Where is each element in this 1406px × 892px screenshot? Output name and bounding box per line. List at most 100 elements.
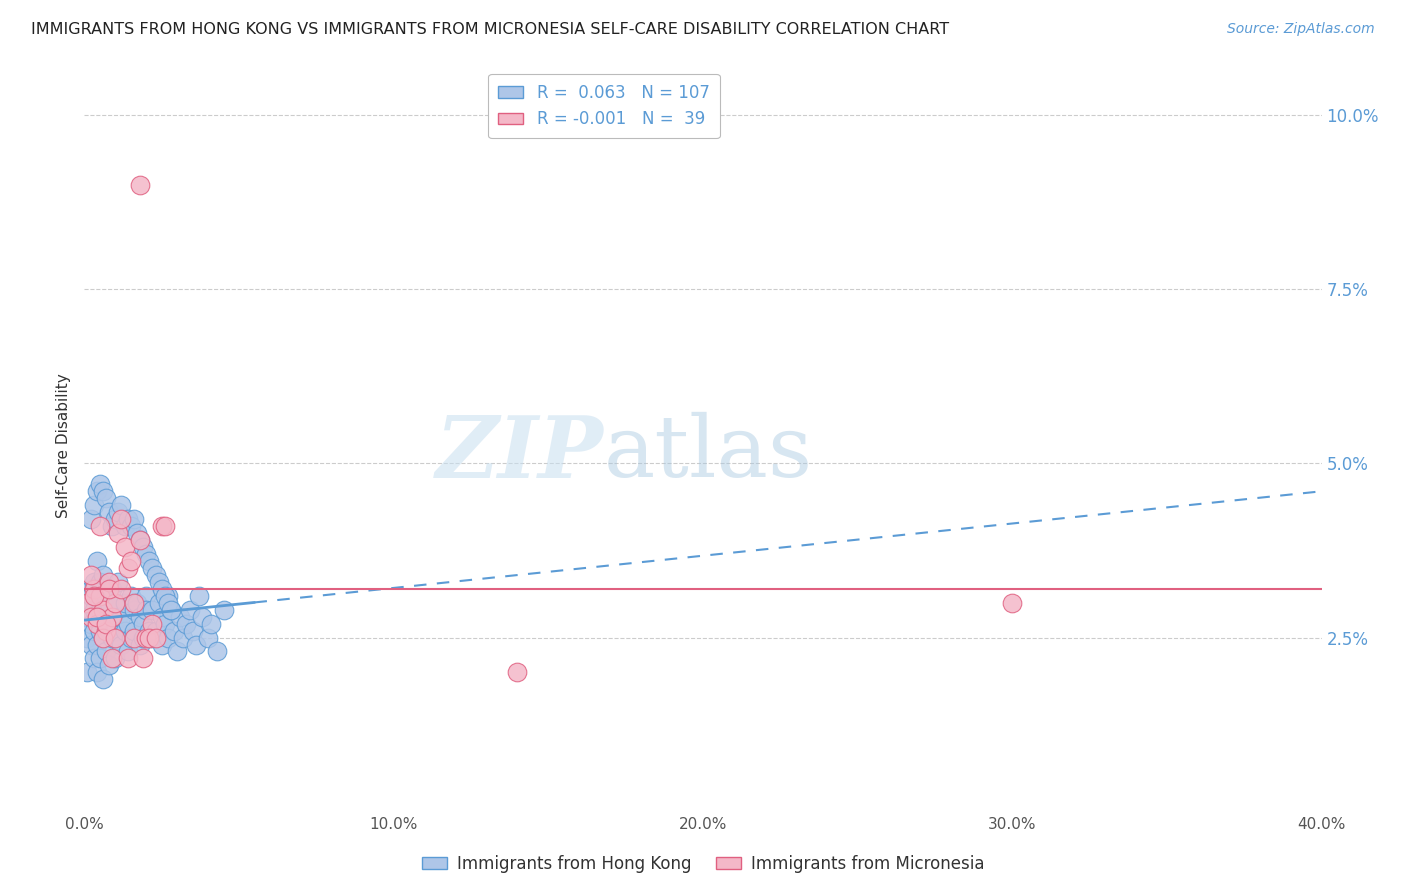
Point <box>104 596 127 610</box>
Point <box>200 616 222 631</box>
Point <box>86 665 108 680</box>
Point <box>79 589 101 603</box>
Point <box>153 589 176 603</box>
Point <box>148 596 170 610</box>
Point <box>101 631 124 645</box>
Point <box>79 638 101 652</box>
Point <box>76 596 98 610</box>
Legend: R =  0.063   N = 107, R = -0.001   N =  39: R = 0.063 N = 107, R = -0.001 N = 39 <box>488 74 720 138</box>
Point <box>83 589 105 603</box>
Point <box>83 498 105 512</box>
Point <box>94 491 117 506</box>
Point <box>145 624 167 638</box>
Point <box>120 589 142 603</box>
Point <box>129 533 152 547</box>
Point <box>120 519 142 533</box>
Point <box>76 665 98 680</box>
Point <box>156 589 179 603</box>
Point <box>114 519 136 533</box>
Point <box>98 582 121 596</box>
Point <box>98 596 121 610</box>
Point <box>107 505 129 519</box>
Point <box>132 651 155 665</box>
Point <box>104 651 127 665</box>
Point <box>79 616 101 631</box>
Point <box>89 651 111 665</box>
Point <box>94 616 117 631</box>
Point <box>129 638 152 652</box>
Point <box>101 651 124 665</box>
Point <box>122 624 145 638</box>
Point <box>89 603 111 617</box>
Point <box>91 673 114 687</box>
Point <box>98 658 121 673</box>
Point <box>125 526 148 541</box>
Point <box>98 505 121 519</box>
Point <box>91 603 114 617</box>
Point <box>117 651 139 665</box>
Point <box>79 567 101 582</box>
Point <box>79 609 101 624</box>
Point <box>91 567 114 582</box>
Point <box>83 574 105 589</box>
Point <box>104 512 127 526</box>
Point <box>110 638 132 652</box>
Point <box>176 616 198 631</box>
Point <box>135 589 157 603</box>
Point <box>160 603 183 617</box>
Point <box>145 567 167 582</box>
Point <box>86 638 108 652</box>
Point <box>101 519 124 533</box>
Point <box>132 631 155 645</box>
Point <box>132 616 155 631</box>
Point <box>122 631 145 645</box>
Point <box>104 624 127 638</box>
Point <box>156 596 179 610</box>
Point <box>150 609 173 624</box>
Text: ZIP: ZIP <box>436 411 605 495</box>
Point <box>94 624 117 638</box>
Point <box>76 596 98 610</box>
Point <box>91 596 114 610</box>
Point <box>150 582 173 596</box>
Point <box>98 574 121 589</box>
Point <box>94 644 117 658</box>
Point <box>86 609 108 624</box>
Point <box>135 603 157 617</box>
Text: Source: ZipAtlas.com: Source: ZipAtlas.com <box>1227 22 1375 37</box>
Point <box>101 582 124 596</box>
Point <box>125 596 148 610</box>
Point <box>76 631 98 645</box>
Point <box>153 519 176 533</box>
Point <box>120 631 142 645</box>
Point <box>110 512 132 526</box>
Point <box>141 561 163 575</box>
Point <box>120 554 142 568</box>
Point <box>141 616 163 631</box>
Point <box>117 644 139 658</box>
Point <box>132 540 155 554</box>
Point <box>160 603 183 617</box>
Point <box>114 596 136 610</box>
Point <box>153 616 176 631</box>
Point <box>104 631 127 645</box>
Point <box>101 609 124 624</box>
Point <box>94 616 117 631</box>
Point <box>138 624 160 638</box>
Point <box>181 624 204 638</box>
Point <box>197 631 219 645</box>
Point <box>86 616 108 631</box>
Point <box>89 477 111 491</box>
Point <box>187 589 209 603</box>
Point <box>129 178 152 192</box>
Point <box>122 596 145 610</box>
Point <box>212 603 235 617</box>
Point <box>150 519 173 533</box>
Point <box>114 540 136 554</box>
Point <box>79 512 101 526</box>
Point <box>114 624 136 638</box>
Point <box>122 512 145 526</box>
Point <box>89 574 111 589</box>
Point <box>107 526 129 541</box>
Point <box>83 624 105 638</box>
